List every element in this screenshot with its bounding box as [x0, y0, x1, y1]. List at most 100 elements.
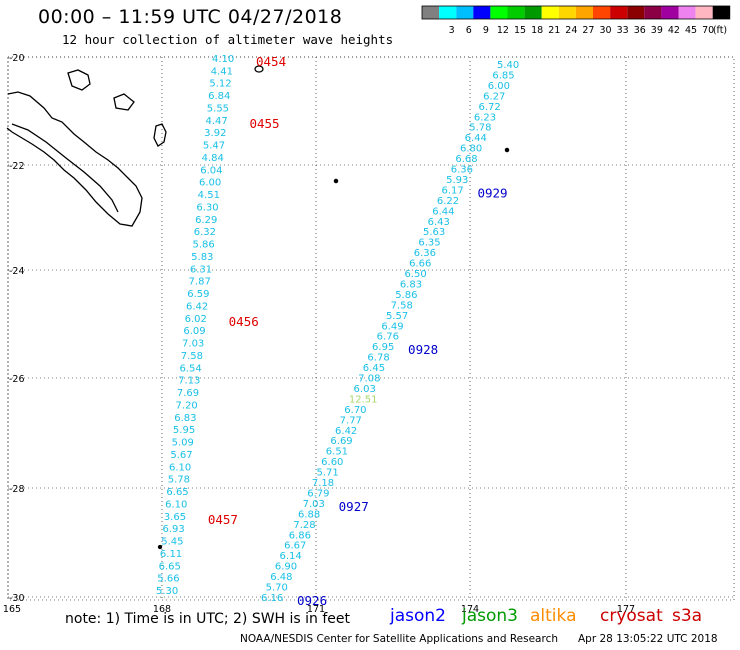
swh-value-label: 6.76	[377, 332, 399, 343]
swh-value-label: 5.47	[203, 141, 225, 152]
scale-tick-label: 33	[617, 25, 629, 36]
swh-value-label: 6.02	[185, 314, 207, 325]
swh-value-label: 6.31	[190, 264, 212, 275]
swh-value-label: 6.78	[367, 353, 389, 364]
scale-tick-label: 27	[582, 25, 594, 36]
swh-value-label: 5.78	[168, 475, 190, 486]
swh-value-label: 6.29	[195, 215, 217, 226]
swh-value-label: 6.49	[381, 321, 403, 332]
swh-value-label: 7.03	[303, 499, 325, 510]
swh-value-label: 4.41	[211, 66, 233, 77]
latitude-tick-label: -24	[9, 266, 25, 277]
scale-swatch	[507, 6, 525, 19]
swh-value-label: 6.10	[165, 499, 187, 510]
swh-value-label: 6.45	[363, 363, 385, 374]
swh-value-label: 6.67	[284, 541, 306, 552]
swh-value-label: 6.70	[344, 405, 366, 416]
swh-value-label: 5.83	[191, 252, 213, 263]
scale-tick-label: 12	[497, 25, 509, 36]
swh-value-label: 5.93	[446, 175, 468, 186]
swh-value-label: 6.42	[186, 301, 208, 312]
swh-value-label: 7.58	[181, 351, 203, 362]
swh-value-label: 6.16	[261, 593, 283, 604]
scale-tick-label: 70	[702, 25, 714, 36]
longitude-tick-label: 165	[3, 604, 21, 615]
scale-tick-label: 3	[449, 25, 455, 36]
swh-value-label: 7.13	[178, 376, 200, 387]
swh-value-label: 4.47	[205, 116, 227, 127]
scale-tick-label: 24	[565, 25, 577, 36]
swh-value-label: 3.65	[164, 512, 186, 523]
swh-value-label: 6.86	[289, 530, 311, 541]
swh-value-label: 6.14	[280, 551, 302, 562]
swh-value-label: 6.85	[492, 70, 514, 81]
pass-time-label: 0456	[229, 314, 259, 329]
altimeter-tracks: 4.104.41 5.126.845.55 4.473.92 5.474.846.04…	[156, 54, 519, 608]
scale-swatch	[593, 6, 611, 19]
swh-value-label: 6.69	[330, 436, 352, 447]
swh-value-label: 7.20	[176, 400, 198, 411]
swh-value-label: 6.36	[451, 165, 473, 176]
swh-value-label: 5.09	[172, 438, 194, 449]
scale-tick-label: 36	[634, 25, 646, 36]
scale-swatch	[678, 6, 696, 19]
swh-value-label: 5.30	[156, 586, 178, 597]
swh-value-label: 6.68	[455, 154, 477, 165]
swh-value-label: 6.44	[465, 133, 487, 144]
swh-value-label: 6.48	[270, 572, 292, 583]
swh-value-label: 6.44	[432, 206, 454, 217]
scale-swatch	[695, 6, 713, 19]
swh-value-label: 7.08	[358, 374, 380, 385]
scale-swatch	[541, 6, 559, 19]
swh-value-label: 6.43	[428, 217, 450, 228]
swh-value-label: 6.27	[483, 91, 505, 102]
scale-tick-label: 42	[668, 25, 680, 36]
swh-value-label: 7.69	[177, 388, 199, 399]
legend-mission-jason2: jason2	[390, 606, 446, 626]
scale-swatch	[610, 6, 628, 19]
legend-mission-altika: altika	[530, 606, 577, 626]
swh-value-label: 12.51	[349, 394, 378, 405]
pass-time-label: 0457	[208, 512, 238, 527]
longitude-tick-label: 177	[617, 604, 635, 615]
color-scale-legend: 3 6 9 12 15 18 21 24 27 30 33 36 39 42 45 70(ft)	[421, 5, 731, 36]
track-jason2: 5.406.856.006.276.726.235.786.446.806.68…	[261, 60, 519, 608]
swh-value-label: 7.77	[340, 415, 362, 426]
scale-swatch	[661, 6, 679, 19]
swh-value-label: 6.65	[166, 487, 188, 498]
swh-value-label: 6.36	[414, 248, 436, 259]
scale-swatch	[644, 6, 662, 19]
pass-time-label: 0454	[256, 54, 286, 69]
scale-swatch	[524, 6, 542, 19]
swh-value-label: 6.11	[160, 549, 182, 560]
swh-value-label: 7.18	[312, 478, 334, 489]
swh-value-label: 6.17	[441, 185, 463, 196]
longitude-tick-label: 168	[153, 604, 171, 615]
longitude-tick-label: 171	[307, 604, 325, 615]
pass-time-label: 0927	[339, 499, 369, 514]
swh-value-label: 6.04	[200, 165, 222, 176]
swh-value-label: 6.10	[169, 462, 191, 473]
swh-value-label: 5.78	[469, 123, 491, 134]
swh-value-label: 6.95	[372, 342, 394, 353]
latitude-tick-label: -20	[9, 53, 25, 64]
scale-tick-label: 15	[514, 25, 526, 36]
legend-mission-s3a: s3a	[672, 606, 703, 626]
scale-swatch	[490, 6, 508, 19]
latitude-tick-label: -26	[9, 374, 25, 385]
swh-value-label: 5.63	[423, 227, 445, 238]
generated-timestamp: Apr 28 13:05:22 UTC 2018	[578, 633, 718, 645]
swh-value-label: 6.83	[400, 279, 422, 290]
track-cryosat: 4.104.41 5.126.845.55 4.473.92 5.474.846.04…	[156, 54, 286, 597]
swh-value-label: 3.92	[204, 128, 226, 139]
pass-time-label: 0928	[408, 342, 438, 357]
swh-value-label: 5.86	[192, 240, 214, 251]
legend-mission-jason3: jason3	[462, 606, 518, 626]
pass-time-label: 0455	[249, 116, 279, 131]
swh-value-label: 6.60	[321, 457, 343, 468]
longitude-tick-label: 174	[461, 604, 479, 615]
swh-value-label: 5.40	[497, 60, 519, 71]
scale-tick-label: 9	[483, 25, 489, 36]
swh-value-label: 6.65	[159, 561, 181, 572]
